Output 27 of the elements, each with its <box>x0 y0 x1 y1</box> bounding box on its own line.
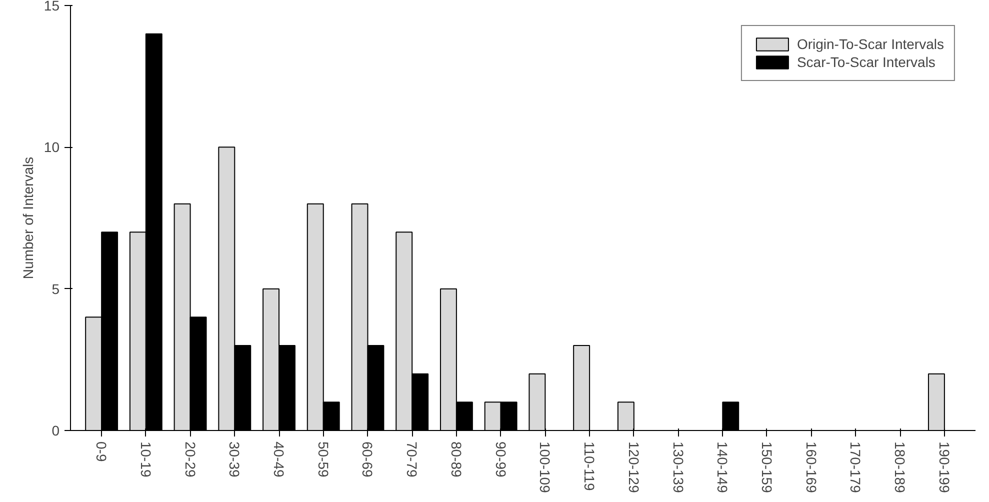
legend-label: Origin-To-Scar Intervals <box>796 36 944 52</box>
x-tick-label: 130-139 <box>670 442 686 494</box>
x-tick-label: 40-49 <box>271 442 288 478</box>
x-tick-label: 60-69 <box>360 442 376 478</box>
x-tick-label: 180-189 <box>892 442 908 494</box>
x-tick-label: 70-79 <box>404 442 420 478</box>
x-tick-label: 0-9 <box>94 442 110 462</box>
x-tick-label: 50-59 <box>315 442 332 478</box>
x-tick-label: 190-199 <box>936 442 952 494</box>
y-tick-label: 10 <box>44 139 60 156</box>
x-tick-label: 110-119 <box>582 442 598 492</box>
x-tick-label: 80-89 <box>448 442 464 478</box>
y-tick-label: 15 <box>44 0 60 14</box>
x-tick-label: 140-149 <box>714 442 731 494</box>
x-tick-label: 10-19 <box>138 442 154 478</box>
x-tick-label: 90-99 <box>492 442 509 478</box>
y-tick-label: 5 <box>52 280 60 297</box>
x-tick-label: 150-159 <box>758 442 775 494</box>
legend-label: Scar-To-Scar Intervals <box>796 54 936 70</box>
x-tick-label: 120-129 <box>626 442 642 494</box>
x-tick-label: 170-179 <box>848 442 864 494</box>
x-tick-label: 20-29 <box>182 442 198 478</box>
x-tick-label: 30-39 <box>226 442 243 478</box>
x-tick-label: 160-169 <box>803 442 820 494</box>
y-axis-title: Number of Intervals <box>20 156 36 280</box>
x-tick-label: 100-109 <box>537 442 554 494</box>
y-tick-label: 0 <box>52 422 60 438</box>
